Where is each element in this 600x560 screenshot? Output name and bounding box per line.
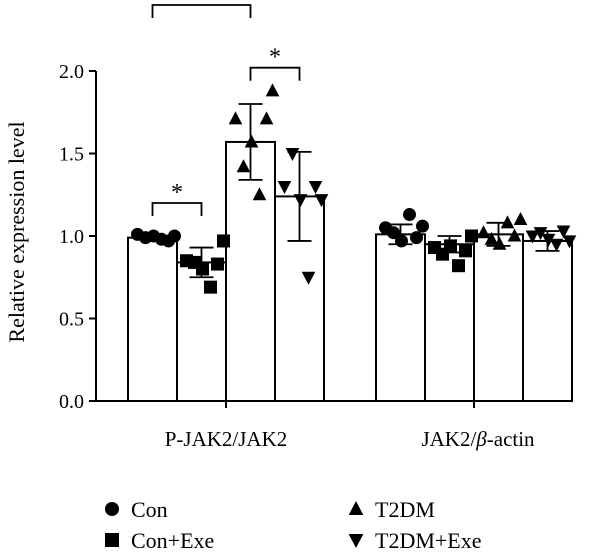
data-point	[507, 228, 522, 242]
bar	[424, 243, 475, 402]
data-point	[403, 208, 416, 222]
bar	[473, 233, 524, 402]
legend-label: T2DM+Exe	[375, 528, 482, 553]
data-point	[228, 111, 243, 125]
data-point	[259, 111, 274, 125]
y-tick-label: 2.0	[59, 61, 84, 83]
significance-label: *	[269, 45, 281, 71]
legend-marker	[105, 533, 119, 547]
data-point	[314, 194, 329, 208]
bar	[127, 236, 178, 402]
data-point	[301, 271, 316, 285]
legend-label: Con	[131, 497, 168, 522]
y-tick-label: 0.0	[59, 391, 84, 413]
significance-bracket	[151, 202, 203, 216]
data-point	[244, 134, 259, 148]
legend-marker	[105, 502, 119, 516]
bar	[225, 140, 276, 402]
y-axis-label: Relative expression level	[4, 121, 29, 342]
data-point	[525, 230, 540, 244]
data-point	[168, 229, 181, 243]
data-point	[293, 194, 308, 208]
bar	[375, 233, 426, 402]
category-label-part: -actin	[487, 427, 535, 451]
category-label-part: JAK2/	[421, 427, 476, 451]
data-point	[308, 180, 323, 194]
significance-label: *	[171, 180, 183, 206]
legend-label: Con+Exe	[131, 528, 214, 553]
data-point	[500, 215, 515, 229]
data-point	[476, 225, 491, 239]
data-point	[465, 229, 478, 243]
data-point	[211, 257, 224, 271]
legend-label: T2DM	[375, 497, 435, 522]
category-label-italic: β	[475, 427, 487, 451]
category-label: P-JAK2/JAK2	[165, 427, 288, 451]
legend-marker	[348, 534, 364, 549]
data-point	[556, 225, 571, 239]
data-point	[513, 212, 528, 226]
bar	[176, 261, 227, 402]
significance-label: **	[190, 0, 214, 8]
legend-marker	[348, 500, 364, 515]
data-point	[459, 244, 472, 258]
data-point	[236, 159, 251, 173]
data-point	[444, 239, 457, 253]
data-point	[410, 231, 423, 245]
data-point	[285, 147, 300, 161]
y-tick-label: 1.0	[59, 226, 84, 248]
data-point	[541, 233, 556, 247]
bar	[522, 239, 573, 402]
data-point	[252, 187, 267, 201]
data-point	[387, 226, 400, 240]
data-point	[395, 234, 408, 248]
data-point	[277, 180, 292, 194]
data-point	[549, 238, 564, 252]
y-tick-label: 0.5	[59, 309, 84, 331]
data-point	[204, 280, 217, 294]
data-point	[217, 234, 230, 248]
legend: Con T2DM Con+Exe T2DM+Exe	[105, 497, 482, 553]
data-point	[196, 262, 209, 276]
y-tick-label: 1.5	[59, 144, 84, 166]
plot-area: 0.00.51.01.52.0****	[59, 0, 577, 413]
significance-bracket	[249, 66, 301, 81]
data-point	[452, 259, 465, 273]
data-point	[484, 231, 499, 245]
data-point	[492, 236, 507, 250]
category-label: JAK2/β-actin	[421, 427, 535, 451]
data-point	[416, 219, 429, 233]
data-point	[533, 227, 548, 241]
data-point	[562, 235, 577, 249]
data-point	[265, 83, 280, 97]
significance-bracket	[151, 4, 252, 18]
